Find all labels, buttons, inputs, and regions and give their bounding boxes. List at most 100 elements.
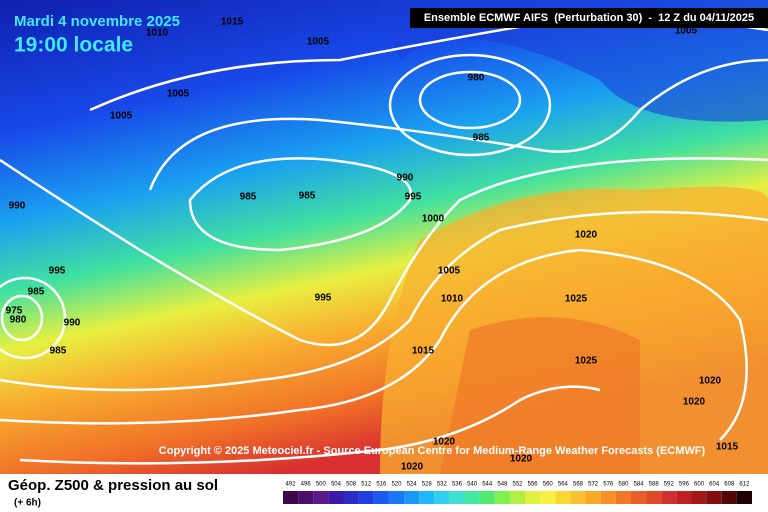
scale-swatch bbox=[585, 491, 601, 504]
isobar-label: 1005 bbox=[167, 89, 190, 100]
scale-label: 608 bbox=[724, 482, 735, 488]
isobar-label: 985 bbox=[240, 192, 257, 203]
scale-swatch bbox=[358, 491, 374, 504]
isobar-label: 985 bbox=[28, 287, 45, 298]
cold-region bbox=[380, 0, 768, 122]
scale-label: 500 bbox=[316, 482, 327, 488]
scale-label: 516 bbox=[376, 482, 387, 488]
isobar bbox=[0, 294, 44, 342]
model: Ensemble ECMWF AIFS (Perturbation 30) - … bbox=[424, 12, 754, 24]
scale-label: 532 bbox=[437, 482, 448, 488]
isobar-label: 990 bbox=[397, 173, 414, 184]
scale-swatch bbox=[555, 491, 571, 504]
isobar-label: 995 bbox=[405, 192, 422, 203]
isobar-label: 1005 bbox=[438, 266, 461, 277]
isobar bbox=[19, 385, 601, 465]
scale-swatch bbox=[328, 491, 344, 504]
scale-swatch bbox=[509, 491, 526, 504]
scale-swatch bbox=[388, 491, 405, 504]
scale-swatch bbox=[630, 491, 647, 504]
isobar-label: 1020 bbox=[699, 376, 722, 387]
scale-swatch bbox=[298, 491, 314, 504]
scale-swatch bbox=[646, 491, 662, 504]
scale-label: 580 bbox=[618, 482, 629, 488]
legend-title: Géop. Z500 & pression au sol bbox=[8, 477, 218, 494]
isobar-label: 1025 bbox=[565, 294, 588, 305]
isobar-label: 1015 bbox=[716, 442, 739, 453]
scale-label: 524 bbox=[407, 482, 418, 488]
scale-label: 584 bbox=[634, 482, 645, 488]
scale-swatch bbox=[404, 491, 420, 504]
scale-swatch bbox=[419, 491, 435, 504]
isobar-label: 1020 bbox=[683, 397, 706, 408]
isobar-label: 1010 bbox=[146, 28, 169, 39]
scale-label: 504 bbox=[331, 482, 342, 488]
scale-swatch bbox=[525, 491, 541, 504]
scale-swatch bbox=[343, 491, 359, 504]
scale-label: 544 bbox=[482, 482, 493, 488]
isobar bbox=[188, 157, 413, 252]
scale-label: 596 bbox=[679, 482, 690, 488]
scale-swatch bbox=[570, 491, 586, 504]
isobar-label: 1000 bbox=[422, 214, 445, 225]
isobar-label: 985 bbox=[299, 191, 316, 202]
scale-swatch bbox=[676, 491, 692, 504]
isobar-label: 995 bbox=[315, 293, 332, 304]
scale-swatch bbox=[600, 491, 616, 504]
scale-label: 496 bbox=[301, 482, 312, 488]
scale-swatch bbox=[615, 491, 631, 504]
scale-swatch bbox=[494, 491, 510, 504]
scale-label: 560 bbox=[543, 482, 554, 488]
scale-label: 612 bbox=[739, 482, 750, 488]
scale-label: 588 bbox=[649, 482, 660, 488]
isobar-label: 1020 bbox=[433, 437, 456, 448]
scale-swatch bbox=[283, 491, 299, 504]
isobar-label: 1015 bbox=[412, 346, 435, 357]
scale-swatch bbox=[706, 491, 722, 504]
color-scale: 492 496 500 504 508 512 516 520 524 528 532 536 540 5… bbox=[283, 482, 752, 504]
scale-label: 600 bbox=[694, 482, 705, 488]
isobar-label: 1010 bbox=[441, 294, 464, 305]
scale-label: 512 bbox=[361, 482, 372, 488]
scale-swatch bbox=[449, 491, 465, 504]
scale-swatch bbox=[434, 491, 450, 504]
scale-swatch bbox=[691, 491, 707, 504]
isobar bbox=[0, 276, 67, 360]
isobar-label: 1025 bbox=[575, 356, 598, 367]
scale-label: 576 bbox=[603, 482, 614, 488]
scale-label: 552 bbox=[512, 482, 523, 488]
scale-label: 536 bbox=[452, 482, 463, 488]
isobar-label: 1020 bbox=[575, 230, 598, 241]
isobar bbox=[0, 248, 748, 441]
isobar-label: 985 bbox=[50, 346, 67, 357]
isobar-label: 990 bbox=[9, 201, 26, 212]
isobar-label: 1005 bbox=[675, 26, 698, 37]
scale-swatch bbox=[540, 491, 556, 504]
scale-label: 592 bbox=[664, 482, 675, 488]
isobar-label: 990 bbox=[64, 318, 81, 329]
isobar-label: 1005 bbox=[110, 111, 133, 122]
isobar bbox=[148, 58, 768, 191]
isobar bbox=[418, 70, 522, 130]
isobar-label: 1020 bbox=[401, 462, 424, 473]
scale-label: 568 bbox=[573, 482, 584, 488]
scale-swatch bbox=[721, 491, 737, 504]
time: 19:00 locale bbox=[14, 34, 133, 57]
scale-label: 604 bbox=[709, 482, 720, 488]
scale-swatch bbox=[661, 491, 677, 504]
isobar-label: 980 bbox=[10, 315, 27, 326]
scale-label: 556 bbox=[528, 482, 539, 488]
isobar bbox=[0, 157, 768, 347]
copyright: Copyright © 2025 Meteociel.fr - Source E… bbox=[159, 445, 706, 457]
scale-label: 564 bbox=[558, 482, 569, 488]
isobar-label: 995 bbox=[49, 266, 66, 277]
scale-swatch bbox=[313, 491, 329, 504]
isobar-label: 980 bbox=[468, 73, 485, 84]
model-box bbox=[410, 8, 768, 28]
scale-swatch bbox=[736, 491, 752, 504]
scale-label: 548 bbox=[497, 482, 508, 488]
isobar-label: 1005 bbox=[307, 37, 330, 48]
